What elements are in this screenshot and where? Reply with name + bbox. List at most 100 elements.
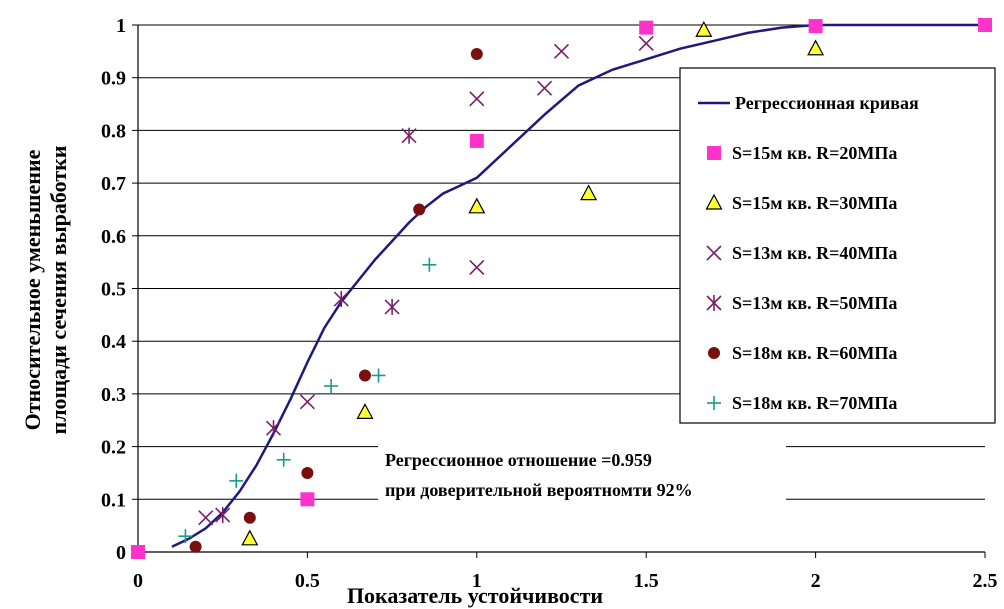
x-tick-label: 0.5 <box>295 570 320 592</box>
data-point-series-3 <box>638 35 654 52</box>
marker-stroke <box>638 35 654 52</box>
marker-shape <box>580 184 598 201</box>
x-tick-labels: 0 0.5 1 1.5 2 2.5 <box>133 570 998 592</box>
regression-curve-layer <box>171 23 985 548</box>
legend-swatch-series-4 <box>706 295 722 311</box>
data-point-series-6 <box>229 473 244 488</box>
data-point-series-2 <box>580 184 598 201</box>
data-point-series-1 <box>131 545 145 559</box>
marker-shape <box>189 540 202 553</box>
data-point-series-5 <box>243 511 256 524</box>
marker-shape <box>707 146 721 160</box>
marker-stroke <box>299 394 315 410</box>
marker-shape <box>356 403 374 419</box>
marker-shape <box>708 347 720 359</box>
data-point-series-2 <box>356 403 374 419</box>
data-point-series-2 <box>695 20 713 37</box>
axes <box>132 24 986 558</box>
data-point-series-3 <box>299 394 315 410</box>
x-axis-title-group: Показатель устойчивости <box>347 583 603 608</box>
y-tick-label: 0.5 <box>101 279 126 301</box>
legend-label-series-3: S=13м кв. R=40МПа <box>732 243 897 263</box>
marker-shape <box>695 20 713 37</box>
data-point-series-5 <box>470 47 483 60</box>
y-tick-label: 0.7 <box>101 173 126 195</box>
y-axis-title-line-1: Относительное уменьшение <box>20 149 45 430</box>
legend-swatch-series-6 <box>707 396 721 410</box>
marker-shape <box>301 466 314 479</box>
annotation: Регрессионное отношение =0.959 при довер… <box>378 439 786 504</box>
data-point-series-1 <box>808 19 823 34</box>
marker-stroke <box>198 510 214 526</box>
data-point-series-6 <box>276 452 291 467</box>
marker-shape <box>468 197 486 214</box>
x-tick-label: 2.5 <box>973 570 998 592</box>
data-point-series-6 <box>422 257 437 272</box>
marker-stroke <box>536 80 553 96</box>
x-tick-label: 2 <box>811 570 821 592</box>
x-tick-label: 1 <box>472 570 482 592</box>
marker-shape <box>358 369 371 382</box>
x-tick-label: 0 <box>133 570 143 592</box>
legend-swatch-series-2 <box>705 193 723 210</box>
data-point-series-5 <box>413 203 426 216</box>
legend-label-series-2: S=15м кв. R=30МПа <box>732 193 897 213</box>
y-tick-label: 0.4 <box>101 331 126 353</box>
data-point-series-6 <box>371 368 386 383</box>
annotation-box <box>378 439 786 504</box>
data-point-series-3 <box>553 43 570 59</box>
data-point-series-4 <box>333 291 349 308</box>
data-point-series-3 <box>198 510 214 526</box>
marker-stroke <box>469 91 485 107</box>
annotation-line-1: Регрессионное отношение =0.959 <box>385 450 652 470</box>
marker-shape <box>131 545 145 559</box>
marker-shape <box>639 20 654 35</box>
marker-shape <box>470 47 483 60</box>
data-point-series-2 <box>468 197 486 214</box>
data-point-series-5 <box>358 369 371 382</box>
data-point-series-2 <box>807 39 825 56</box>
marker-shape <box>241 529 259 546</box>
data-point-series-1 <box>300 492 315 507</box>
data-point-series-5 <box>189 540 202 553</box>
marker-shape <box>469 133 484 148</box>
marker-shape <box>978 18 992 32</box>
marker-shape <box>413 203 426 216</box>
marker-shape <box>243 511 256 524</box>
data-point-series-4 <box>265 420 282 437</box>
marker-shape <box>808 19 823 34</box>
y-tick-label: 1 <box>116 15 126 37</box>
legend-label-series-1: S=15м кв. R=20МПа <box>732 143 897 163</box>
legend-label-series-6: S=18м кв. R=70МПа <box>732 393 897 413</box>
legend-label-curve: Регрессионная кривая <box>735 93 919 113</box>
y-tick-labels: 0 0.1 0.2 0.3 0.4 0.5 0.6 0.7 0.8 0.9 1 <box>101 15 126 564</box>
y-tick-label: 0.2 <box>101 437 126 459</box>
legend: Регрессионная кривая S=15м кв. R=20МПа S=1… <box>679 67 996 424</box>
data-points <box>131 18 992 559</box>
data-point-series-4 <box>384 298 400 315</box>
data-point-series-3 <box>469 91 485 107</box>
y-tick-label: 0.8 <box>101 120 126 142</box>
marker-stroke <box>706 245 722 261</box>
y-tick-label: 0.1 <box>101 489 126 511</box>
legend-label-series-4: S=13м кв. R=50МПа <box>732 293 897 313</box>
data-point-series-4 <box>215 507 231 524</box>
annotation-line-2: при доверительной вероятномти 92% <box>385 480 693 500</box>
y-tick-label: 0 <box>116 542 126 564</box>
x-axis-title: Показатель устойчивости <box>347 583 603 608</box>
legend-swatch-series-3 <box>706 245 722 261</box>
data-point-series-1 <box>469 133 484 148</box>
marker-shape <box>705 193 723 210</box>
legend-label-series-5: S=18м кв. R=60МПа <box>732 343 897 363</box>
data-point-series-3 <box>469 259 485 275</box>
y-tick-label: 0.9 <box>101 68 126 90</box>
x-tick-label: 1.5 <box>634 570 659 592</box>
data-point-series-5 <box>301 466 314 479</box>
data-point-series-4 <box>401 127 417 144</box>
data-point-series-6 <box>178 529 193 544</box>
data-point-series-1 <box>639 20 654 35</box>
marker-shape <box>807 39 825 56</box>
y-axis-title-line-2: площади сечения выработки <box>46 145 71 434</box>
legend-swatch-series-1 <box>707 146 721 160</box>
